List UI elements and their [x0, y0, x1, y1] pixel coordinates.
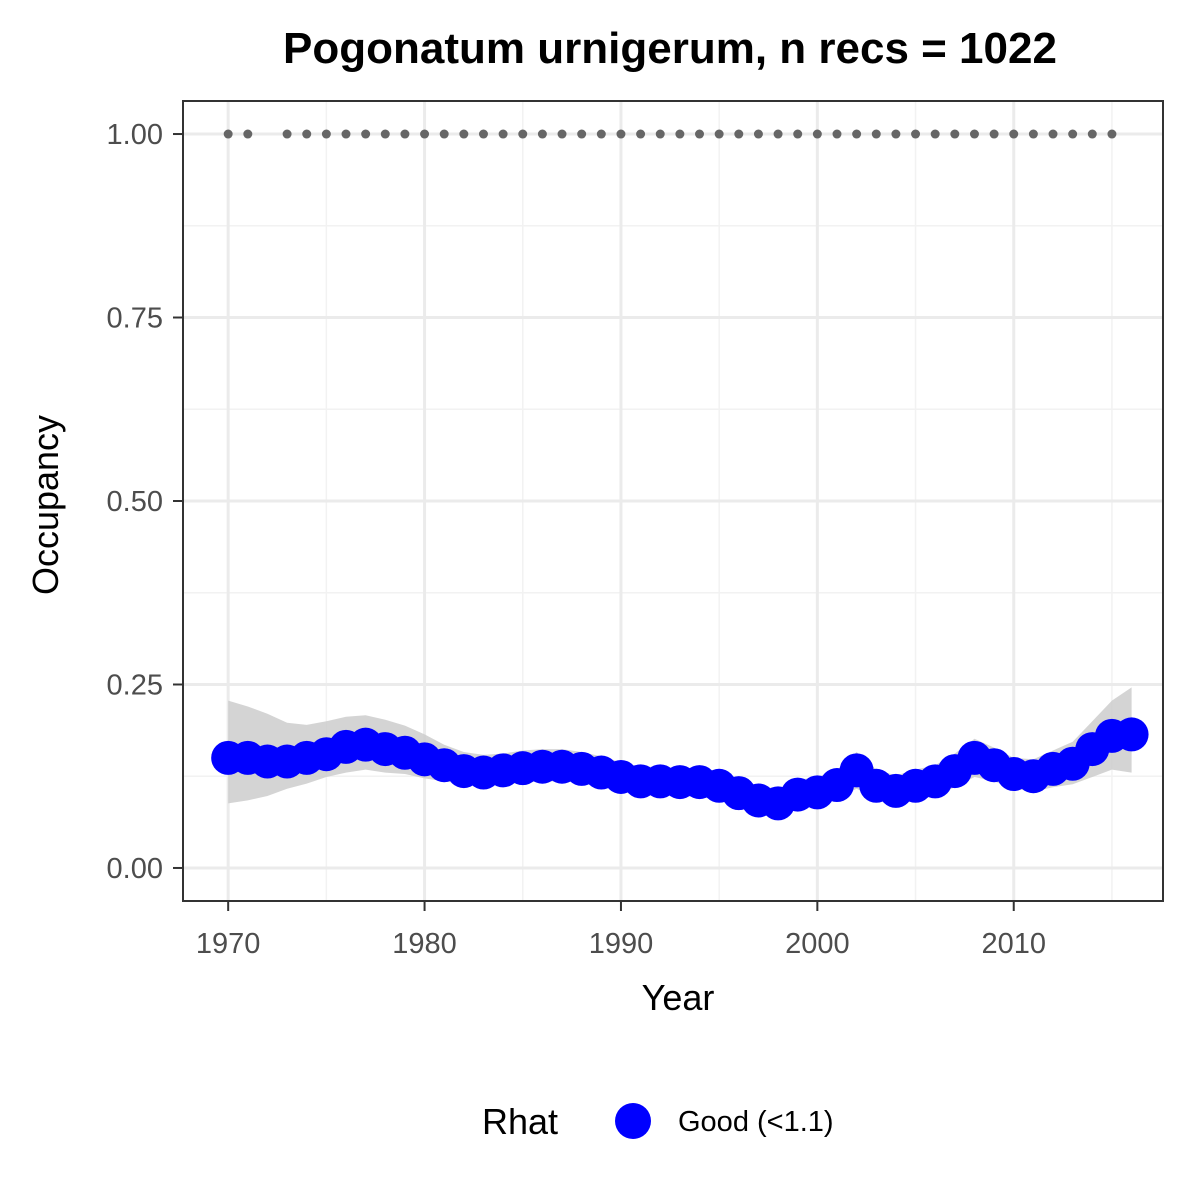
record-dot	[420, 129, 430, 139]
record-dot	[773, 129, 783, 139]
x-tick-label: 2000	[785, 928, 850, 960]
record-dot	[321, 129, 331, 139]
legend-key-good	[615, 1103, 651, 1139]
record-dot	[636, 129, 646, 139]
x-tick-label: 1990	[589, 928, 654, 960]
record-dot	[871, 129, 881, 139]
plot-panel	[182, 100, 1164, 902]
data-point	[1114, 717, 1149, 752]
record-dot	[793, 129, 803, 139]
x-axis: 1970 1980 1990 2000 2010	[196, 901, 1046, 960]
y-tick-label: 1.00	[107, 119, 163, 151]
record-dot	[596, 129, 606, 139]
record-dot	[439, 129, 449, 139]
record-dot	[852, 129, 862, 139]
record-dot	[557, 129, 567, 139]
x-axis-title: Year	[642, 977, 715, 1018]
record-years-dots	[223, 129, 1117, 139]
legend-title: Rhat	[482, 1101, 558, 1142]
grid-lines	[183, 101, 1163, 901]
y-axis: 0.00 0.25 0.50 0.75 1.00	[107, 119, 183, 885]
record-dot	[1048, 129, 1058, 139]
record-dot	[498, 129, 508, 139]
record-dot	[950, 129, 960, 139]
record-dot	[989, 129, 999, 139]
x-tick-label: 2010	[981, 928, 1046, 960]
record-dot	[675, 129, 685, 139]
y-axis-title: Occupancy	[25, 415, 66, 595]
record-dot	[695, 129, 705, 139]
record-dot	[930, 129, 940, 139]
record-dot	[714, 129, 724, 139]
record-dot	[341, 129, 351, 139]
x-tick-label: 1980	[392, 928, 457, 960]
y-tick-label: 0.25	[107, 669, 163, 701]
x-tick-label: 1970	[196, 928, 261, 960]
record-dot	[1068, 129, 1078, 139]
record-dot	[655, 129, 665, 139]
record-dot	[361, 129, 371, 139]
record-dot	[734, 129, 744, 139]
record-dot	[478, 129, 488, 139]
record-dot	[282, 129, 292, 139]
record-dot	[537, 129, 547, 139]
y-tick-label: 0.50	[107, 486, 163, 518]
chart-title: Pogonatum urnigerum, n recs = 1022	[283, 24, 1057, 73]
record-dot	[1107, 129, 1117, 139]
record-dot	[400, 129, 410, 139]
record-dot	[577, 129, 587, 139]
record-dot	[911, 129, 921, 139]
occupancy-series	[211, 717, 1149, 821]
record-dot	[891, 129, 901, 139]
record-dot	[1028, 129, 1038, 139]
record-dot	[812, 129, 822, 139]
record-dot	[302, 129, 312, 139]
record-dot	[518, 129, 528, 139]
record-dot	[1087, 129, 1097, 139]
record-dot	[969, 129, 979, 139]
record-dot	[223, 129, 233, 139]
record-dot	[459, 129, 469, 139]
y-tick-label: 0.75	[107, 303, 163, 335]
record-dot	[753, 129, 763, 139]
record-dot	[832, 129, 842, 139]
record-dot	[1009, 129, 1019, 139]
y-tick-label: 0.00	[107, 853, 163, 885]
legend: Rhat Good (<1.1)	[482, 1101, 834, 1142]
record-dot	[616, 129, 626, 139]
legend-label-good: Good (<1.1)	[678, 1106, 834, 1138]
record-dot	[243, 129, 253, 139]
record-dot	[380, 129, 390, 139]
